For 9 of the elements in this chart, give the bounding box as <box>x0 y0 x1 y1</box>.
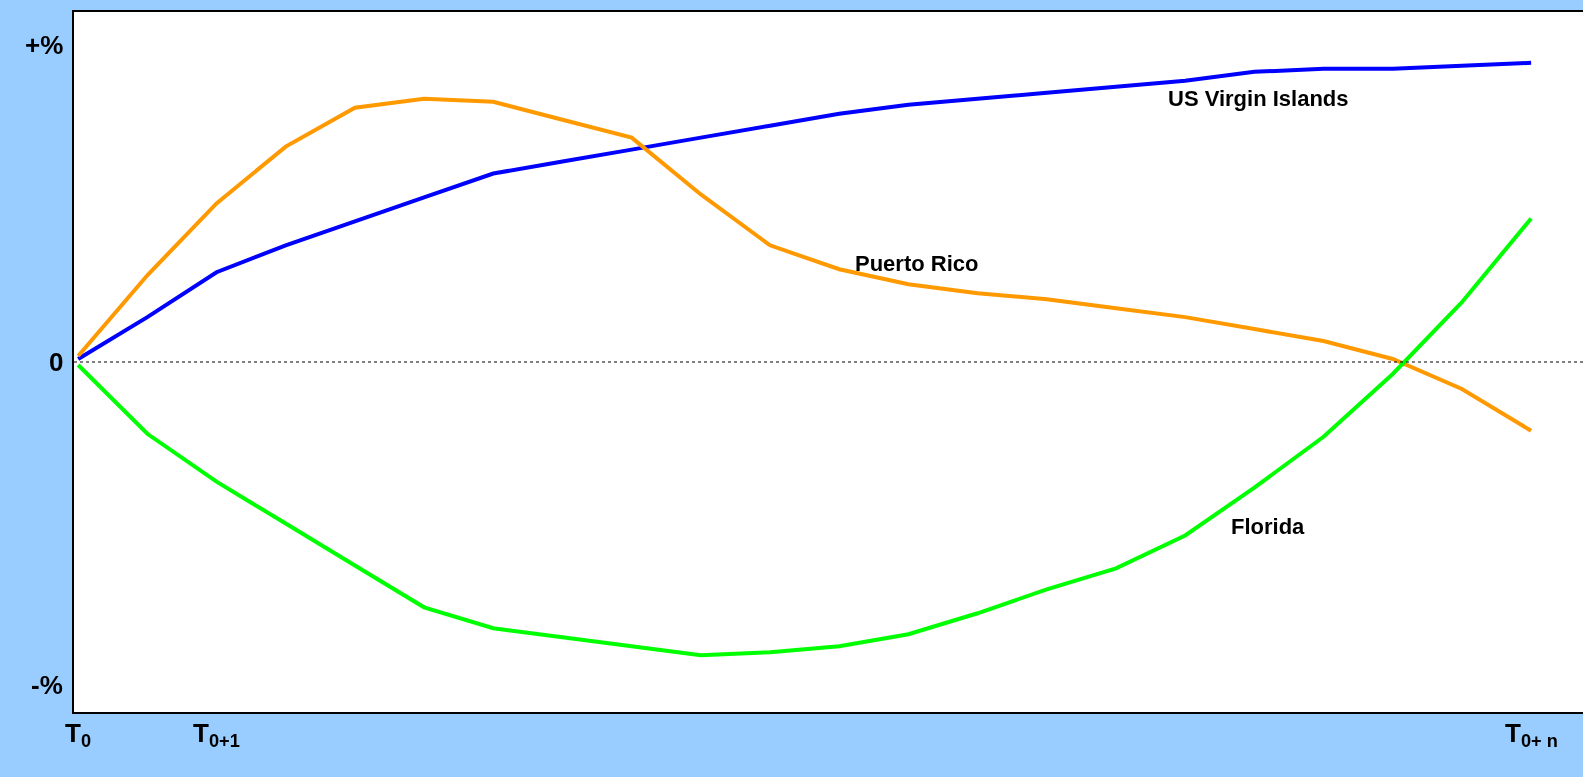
series-label: US Virgin Islands <box>1168 86 1349 111</box>
x-tick-label: T$_{0+1}$ <box>193 718 240 752</box>
ref-line-label: 0 <box>49 347 64 377</box>
series-label: Florida <box>1231 514 1306 539</box>
x-tick-label: T$_{0}$ <box>65 718 92 752</box>
text: +% <box>25 30 64 60</box>
text: -% <box>31 670 63 700</box>
series-label: Puerto Rico <box>855 251 979 276</box>
x-tick-label: T$_{0+ n}$ <box>1505 718 1558 752</box>
